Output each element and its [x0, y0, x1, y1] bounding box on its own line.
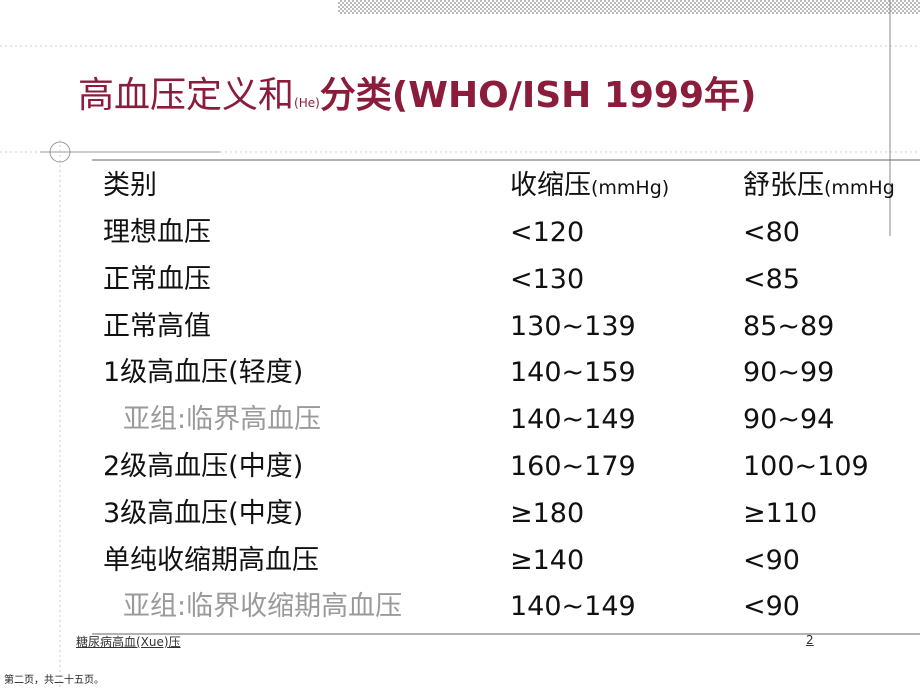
- table-cell: 140~159: [510, 357, 636, 389]
- table-cell: 90~99: [743, 357, 834, 389]
- header-cell: 收缩压(mmHg): [510, 170, 669, 204]
- cell-text: ≥140: [510, 544, 585, 576]
- cell-text: 1级高血压(轻度): [103, 357, 304, 389]
- cell-text: <90: [743, 591, 800, 623]
- header-cell: 类别: [103, 170, 157, 202]
- cell-text: 理想血压: [103, 217, 211, 248]
- table-cell: ≥140: [510, 545, 584, 577]
- title-text: 高血压定义和: [78, 75, 295, 116]
- table-cell: 2级高血压(中度): [103, 451, 303, 483]
- caption: 第二页，共二十五页。: [4, 675, 104, 686]
- cell-text: 140~149: [510, 404, 636, 436]
- cell-text: <90: [743, 544, 800, 576]
- table-cell: 140~149: [510, 591, 636, 623]
- footer-link[interactable]: 糖尿病高血(Xue)压: [76, 635, 181, 649]
- table-cell: 85~89: [743, 311, 834, 343]
- cell-text: 140~149: [510, 591, 636, 623]
- table-cell: <90: [743, 591, 800, 623]
- header-text: 舒张压: [743, 170, 824, 201]
- cell-text: <80: [743, 217, 800, 248]
- cell-text: 2级高血压(中度): [103, 451, 304, 482]
- table-cell: 理想血压: [103, 217, 211, 249]
- dotted-band: [338, 0, 920, 14]
- cell-text: <130: [510, 263, 585, 295]
- table-cell: 亚组:临界高血压: [123, 404, 321, 436]
- cell-text: <120: [510, 217, 585, 248]
- cell-text: 亚组:临界收缩期高血压: [123, 591, 403, 623]
- table-cell: 单纯收缩期高血压: [103, 545, 319, 577]
- table-cell: ≥180: [510, 498, 584, 530]
- page-number: 2: [806, 633, 814, 647]
- table-cell: 正常血压: [103, 264, 211, 296]
- cell-text: 单纯收缩期高血压: [103, 544, 319, 576]
- cell-text: ≥180: [510, 497, 585, 529]
- table-cell: 3级高血压(中度): [103, 498, 303, 530]
- table-cell: <90: [743, 545, 800, 577]
- title-text: 分类(WHO/ISH 1999年): [319, 75, 757, 116]
- table-cell: ≥110: [743, 498, 817, 530]
- title: 高血压定义和(He)分类(WHO/ISH 1999年): [78, 66, 756, 118]
- cell-text: 100~109: [743, 451, 869, 482]
- crosshair: [49, 141, 71, 163]
- table-cell: 1级高血压(轻度): [103, 357, 303, 389]
- table-cell: <120: [510, 217, 584, 249]
- header-unit: (mmHg): [591, 177, 670, 199]
- cell-text: 85~89: [743, 310, 835, 342]
- table-cell: 正常高值: [103, 311, 211, 343]
- cell-text: 140~159: [510, 357, 636, 389]
- cell-text: ≥110: [743, 497, 818, 529]
- cell-text: 90~94: [743, 404, 835, 436]
- table-cell: <130: [510, 264, 584, 296]
- table-cell: 亚组:临界收缩期高血压: [123, 591, 402, 623]
- table-cell: 130~139: [510, 311, 636, 343]
- cell-text: 130~139: [510, 310, 636, 342]
- header-cell: 舒张压(mmHg: [743, 170, 895, 204]
- table-cell: <80: [743, 217, 800, 249]
- header-text: 收缩压: [510, 170, 591, 201]
- cell-text: 亚组:临界高血压: [123, 404, 322, 436]
- cell-text: 3级高血压(中度): [103, 497, 304, 529]
- cell-text: <85: [743, 263, 800, 295]
- table-cell: <85: [743, 264, 800, 296]
- table-cell: 140~149: [510, 404, 636, 436]
- header-unit: (mmHg: [824, 177, 895, 199]
- cell-text: 160~179: [510, 451, 636, 482]
- title-small: (He): [294, 96, 320, 110]
- cell-text: 正常血压: [103, 263, 211, 295]
- table-cell: 90~94: [743, 404, 834, 436]
- cell-text: 90~99: [743, 357, 835, 389]
- cell-text: 正常高值: [103, 310, 211, 342]
- table-cell: 100~109: [743, 451, 869, 483]
- header-text: 类别: [103, 170, 157, 201]
- table-cell: 160~179: [510, 451, 636, 483]
